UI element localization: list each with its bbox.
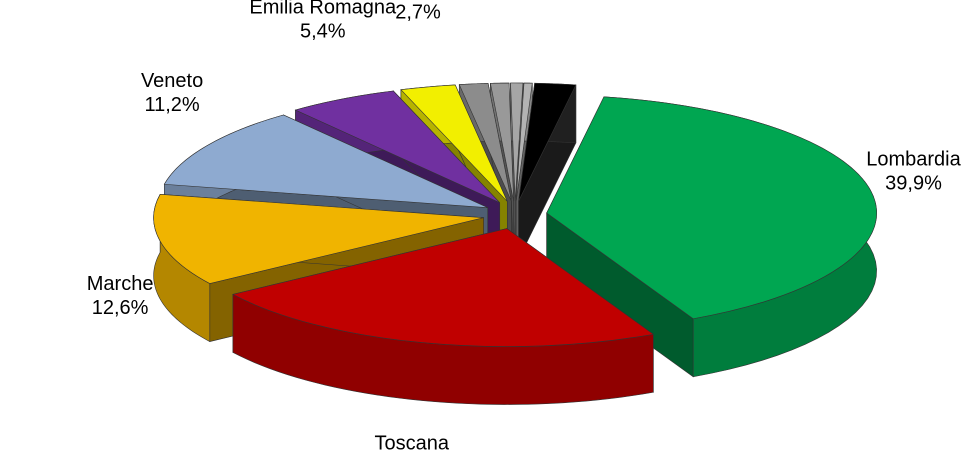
slice-value-label: 2,7% — [395, 2, 441, 24]
slice-top — [546, 96, 877, 320]
slice-top — [518, 82, 577, 202]
slice-top — [163, 114, 488, 208]
slice-top — [515, 82, 533, 202]
slice — [546, 96, 877, 378]
slice-top — [153, 194, 484, 284]
slice-value-label: 5,4% — [300, 21, 346, 43]
slice-top — [294, 90, 500, 203]
slice-top — [232, 228, 655, 347]
slice-label: Emilia Romagna — [249, 0, 397, 19]
slice-value-label: 39,9% — [885, 173, 942, 195]
slice-value-label: 11,2% — [144, 94, 199, 116]
slice — [232, 227, 655, 405]
slice — [518, 82, 577, 260]
slice-top — [510, 82, 524, 202]
slice-label: Veneto — [141, 70, 203, 92]
slice-top — [490, 82, 514, 202]
slice-top — [458, 83, 512, 202]
slice-label: Marche — [87, 273, 154, 295]
slice-label: Toscana — [374, 432, 449, 454]
slice-label: Lombardia — [866, 149, 961, 171]
slice-value-label: 12,6% — [92, 297, 149, 319]
slice-top — [400, 84, 508, 202]
